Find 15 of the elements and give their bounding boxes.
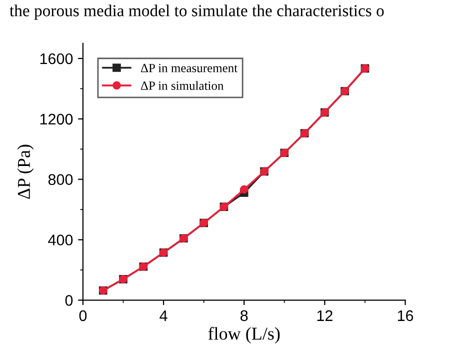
y-tick-label: 0 — [65, 295, 73, 306]
legend-label: ΔP in simulation — [140, 81, 224, 90]
y-axis-title: ΔP (Pa) — [17, 144, 34, 199]
y-tick-label: 400 — [48, 234, 73, 246]
x-tick-label: 16 — [398, 310, 414, 322]
legend-label: ΔP in measurement — [140, 64, 238, 72]
x-tick-label: 8 — [240, 310, 248, 322]
x-tick-label: 4 — [160, 310, 168, 321]
y-tick-label: 1600 — [40, 53, 73, 64]
x-tick-label: 0 — [79, 310, 87, 322]
y-tick-label: 1200 — [40, 114, 73, 125]
text: the porous media model to simulate the characteristics o — [10, 4, 384, 20]
y-tick-label: 800 — [48, 174, 73, 186]
x-axis-title: flow (L/s) — [208, 326, 280, 344]
x-tick-label: 12 — [317, 310, 332, 321]
